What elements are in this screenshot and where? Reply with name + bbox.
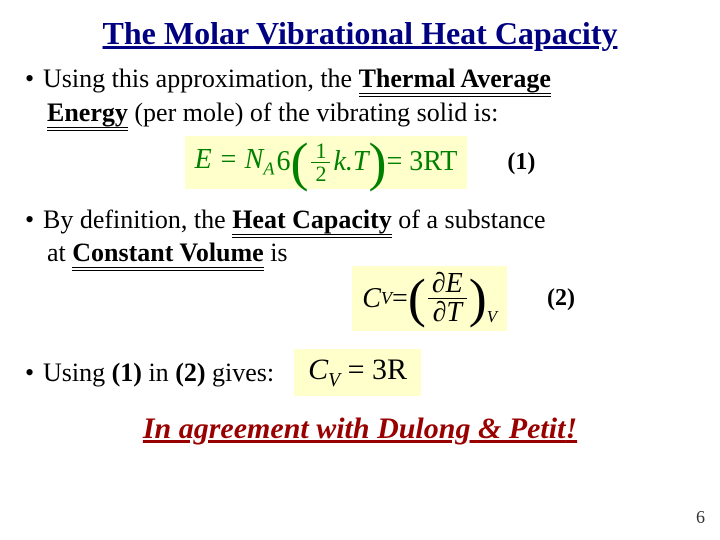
conclusion: In agreement with Dulong & Petit! [25, 412, 695, 446]
text: (per mole) of the vibrating solid is: [128, 98, 498, 127]
bullet-dot: • [25, 203, 43, 237]
rparen-icon: ) [368, 141, 386, 184]
bullet-3-row: •Using (1) in (2) gives: CV = 3R [25, 349, 695, 396]
eq-kT: k.T [333, 146, 368, 178]
rparen-icon: ) [469, 277, 487, 320]
term-energy: Energy [47, 98, 128, 131]
conclusion-text: In agreement with Dulong & Petit [143, 412, 566, 445]
text: of a substance [392, 205, 546, 234]
term-heat-capacity: Heat Capacity [232, 205, 392, 238]
lparen-icon: ( [408, 277, 426, 320]
ref-1: (1) [112, 358, 142, 387]
equation-2: CV = ( ∂E ∂T ) V [352, 266, 507, 331]
eq2-eq: = [392, 283, 408, 315]
text: gives: [206, 358, 275, 387]
equation-1: E = NA 6 ( 1 2 k.T ) = 3RT [185, 136, 468, 189]
equation-1-label: (1) [507, 149, 535, 176]
ref-2: (2) [175, 358, 205, 387]
eq2-subscript-V: V [487, 307, 497, 327]
equation-2-label: (2) [547, 285, 575, 312]
eq2-subV: V [381, 288, 392, 309]
fraction: 1 2 [311, 140, 330, 185]
term-constant-volume: Constant Volume [72, 238, 263, 271]
bullet-1: •Using this approximation, the Thermal A… [25, 62, 695, 130]
slide-title: The Molar Vibrational Heat Capacity [25, 15, 695, 52]
bullet-3: •Using (1) in (2) gives: [25, 358, 274, 388]
text: By definition, the [43, 205, 232, 234]
bullet-2: •By definition, the Heat Capacity of a s… [25, 203, 695, 271]
eq-six: 6 [276, 146, 290, 178]
term-thermal-average: Thermal Average [359, 64, 551, 97]
conclusion-exclaim: ! [565, 412, 577, 445]
partial-fraction: ∂E ∂T [428, 270, 467, 327]
lparen-icon: ( [290, 141, 308, 184]
bullet-dot: • [25, 358, 43, 388]
equation-3: CV = 3R [294, 349, 421, 396]
eq-lhs: E = NA [195, 144, 275, 180]
text: Using this approximation, the [43, 64, 359, 93]
eq2-C: C [362, 283, 381, 315]
text: at [47, 238, 72, 267]
equation-1-row: E = NA 6 ( 1 2 k.T ) = 3RT (1) [25, 136, 695, 189]
page-number: 6 [696, 507, 705, 528]
text: is [264, 238, 288, 267]
equation-2-row: CV = ( ∂E ∂T ) V (2) [25, 266, 695, 331]
eq-rhs: = 3RT [386, 146, 457, 178]
bullet-dot: • [25, 62, 43, 96]
text: Using [43, 358, 112, 387]
text: in [142, 358, 175, 387]
